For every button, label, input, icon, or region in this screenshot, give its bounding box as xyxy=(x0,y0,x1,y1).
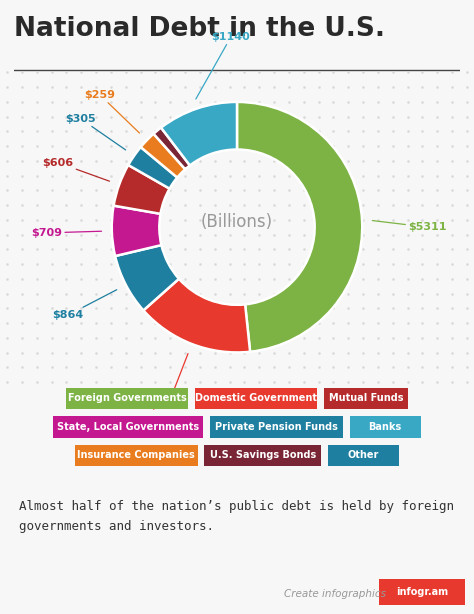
Wedge shape xyxy=(237,102,362,352)
Wedge shape xyxy=(115,245,179,311)
Text: Domestic Government: Domestic Government xyxy=(195,394,317,403)
Text: National Debt in the U.S.: National Debt in the U.S. xyxy=(14,16,385,42)
FancyBboxPatch shape xyxy=(379,579,465,605)
Text: $709: $709 xyxy=(31,228,101,238)
Text: $606: $606 xyxy=(42,158,109,181)
FancyBboxPatch shape xyxy=(195,388,318,409)
Text: $259: $259 xyxy=(84,90,139,133)
Text: (Billions): (Billions) xyxy=(201,213,273,231)
Text: Other: Other xyxy=(348,451,379,460)
FancyBboxPatch shape xyxy=(204,445,321,466)
Text: Private Pension Funds: Private Pension Funds xyxy=(215,422,338,432)
FancyBboxPatch shape xyxy=(65,388,188,409)
Wedge shape xyxy=(161,102,237,165)
Wedge shape xyxy=(114,165,170,214)
FancyBboxPatch shape xyxy=(75,445,198,466)
Wedge shape xyxy=(154,128,190,169)
FancyBboxPatch shape xyxy=(350,416,421,438)
Text: Create infographics: Create infographics xyxy=(284,589,386,599)
Wedge shape xyxy=(128,147,177,188)
FancyBboxPatch shape xyxy=(328,445,399,466)
Wedge shape xyxy=(141,134,185,177)
Text: Banks: Banks xyxy=(369,422,402,432)
Wedge shape xyxy=(112,206,162,256)
Wedge shape xyxy=(143,279,250,352)
Text: $5311: $5311 xyxy=(373,220,447,232)
Text: U.S. Savings Bonds: U.S. Savings Bonds xyxy=(210,451,316,460)
Text: Insurance Companies: Insurance Companies xyxy=(77,451,195,460)
Text: Mutual Funds: Mutual Funds xyxy=(329,394,403,403)
Text: Almost half of the nation’s public debt is held by foreign
governments and inves: Almost half of the nation’s public debt … xyxy=(19,500,454,533)
Text: $305: $305 xyxy=(65,114,126,150)
FancyBboxPatch shape xyxy=(53,416,203,438)
Text: Foreign Governments: Foreign Governments xyxy=(67,394,186,403)
Text: State, Local Governments: State, Local Governments xyxy=(57,422,199,432)
FancyBboxPatch shape xyxy=(324,388,408,409)
Text: $1660: $1660 xyxy=(149,354,188,410)
Text: $1140: $1140 xyxy=(196,32,250,99)
Text: $864: $864 xyxy=(53,290,117,320)
Text: infogr.am: infogr.am xyxy=(396,587,448,597)
FancyBboxPatch shape xyxy=(210,416,343,438)
